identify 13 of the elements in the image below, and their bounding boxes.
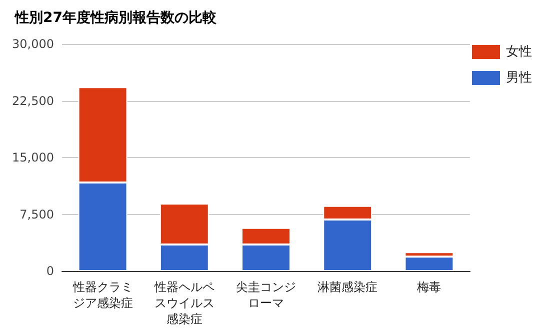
legend-label: 女性 <box>506 44 532 60</box>
y-tick-label: 30,000 <box>12 37 54 51</box>
y-tick-label: 15,000 <box>12 150 54 164</box>
legend-label: 男性 <box>506 70 532 86</box>
x-tick-label: 性器ヘルペスウイルス感染症 <box>153 280 214 326</box>
chart-title: 性別27年度性病別報告数の比較 <box>14 9 218 26</box>
y-tick-label: 0 <box>46 264 54 278</box>
y-tick-label: 7,500 <box>20 207 54 222</box>
x-tick-label: 尖圭コンジローマ <box>236 280 296 310</box>
x-tick-label: 淋菌感染症 <box>318 280 378 294</box>
x-tick-label: 性器クラミジア感染症 <box>72 280 133 310</box>
x-tick-label: 梅毒 <box>416 280 442 294</box>
y-tick-label: 22,500 <box>12 94 54 108</box>
